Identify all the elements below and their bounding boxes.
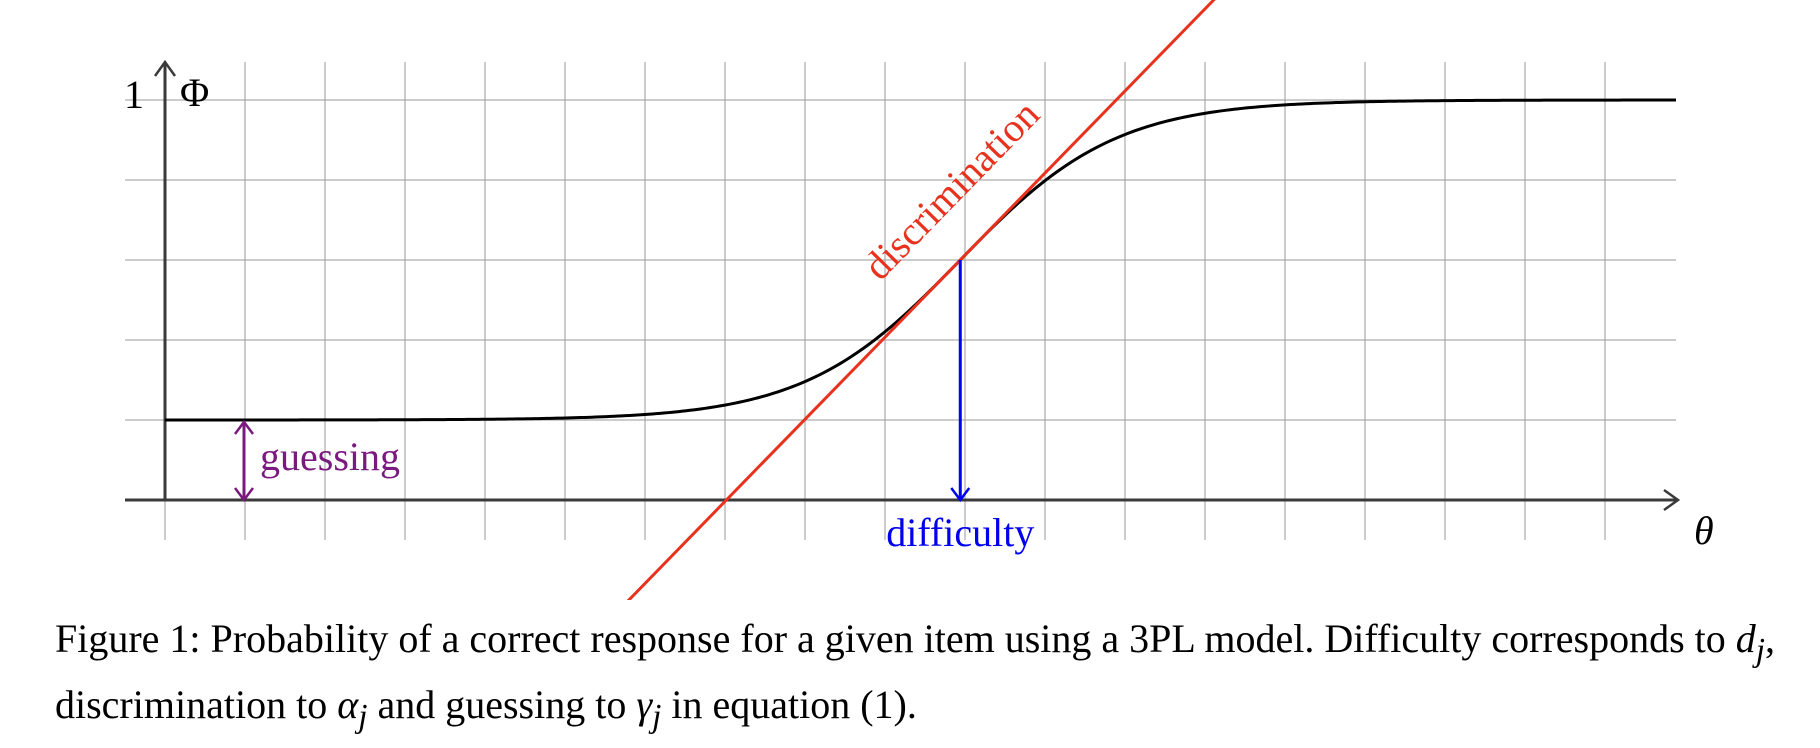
guessing-arrowhead-bottom (234, 487, 254, 503)
caption-text-4: in equation (1). (671, 682, 917, 727)
caption-label: Figure 1: (55, 616, 201, 661)
x-axis-label: θ (1694, 508, 1714, 553)
caption-text-3: and guessing to (377, 682, 627, 727)
x-axis-arrowhead (1663, 488, 1681, 512)
irt-3pl-figure: 1 Φ θ discrimination difficulty guessing (124, 0, 1714, 600)
caption-d-sub: j (1755, 632, 1766, 669)
y-tick-label: 1 (124, 72, 144, 117)
guessing-label: guessing (260, 434, 400, 479)
difficulty-arrowhead (950, 487, 971, 503)
guessing-arrowhead-top (234, 419, 254, 435)
caption-gamma-sub: j (652, 698, 662, 735)
y-axis-label: Φ (180, 70, 209, 115)
caption-gamma: γ (636, 682, 653, 727)
caption-d: d (1735, 616, 1756, 661)
caption-alpha: α (337, 682, 359, 727)
caption-alpha-sub: j (358, 698, 368, 735)
caption-text-2: , discrimination to (55, 616, 1776, 727)
grid (125, 62, 1676, 540)
figure-caption: Figure 1: Probability of a correct respo… (55, 612, 1785, 744)
caption-text-1: Probability of a correct response for a … (210, 616, 1726, 661)
difficulty-label: difficulty (886, 510, 1034, 555)
discrimination-label: discrimination (854, 91, 1048, 288)
y-axis-arrowhead (153, 59, 177, 77)
